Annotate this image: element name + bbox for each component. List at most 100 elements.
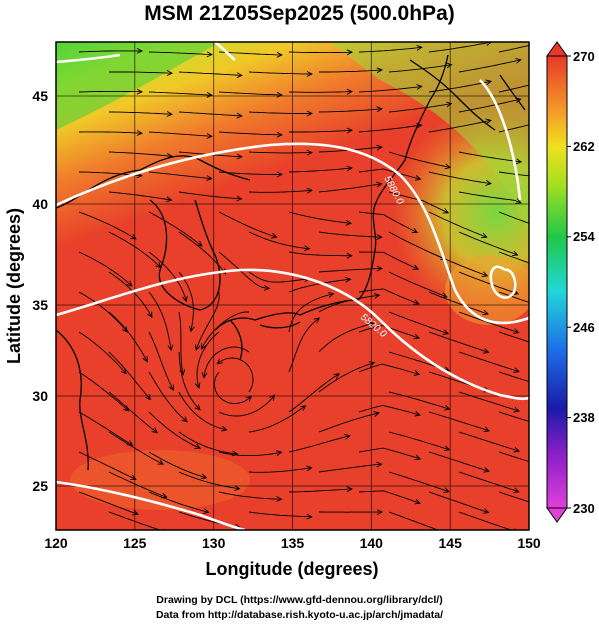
streamline-arrow (346, 165, 353, 172)
streamline-arrow (344, 434, 351, 440)
streamline (108, 151, 172, 157)
streamline (318, 108, 382, 113)
colorbar-tick-label: 254 (573, 229, 595, 244)
streamline-arrow (444, 404, 451, 411)
streamline (178, 271, 194, 332)
y-tick-label: 40 (32, 196, 48, 212)
streamline (78, 291, 128, 333)
streamline-arrow (167, 344, 174, 352)
x-tick-label: 130 (202, 535, 226, 551)
streamline (288, 211, 351, 224)
streamline (458, 511, 513, 530)
streamline-arrow (276, 131, 283, 138)
streamline-arrow (182, 295, 188, 303)
streamline-arrow (151, 427, 158, 434)
streamline (498, 84, 529, 93)
streamline (148, 131, 212, 137)
streamline (319, 69, 383, 73)
streamline (358, 46, 422, 53)
streamline (148, 331, 174, 391)
streamline (458, 431, 520, 452)
streamline-arrow (121, 326, 128, 333)
x-tick-label: 120 (44, 535, 68, 551)
streamline (78, 50, 142, 53)
streamline (148, 211, 203, 247)
streamline (218, 211, 277, 238)
streamline-arrow (587, 195, 592, 200)
streamline (458, 351, 520, 373)
streamline (318, 231, 382, 238)
streamline (428, 491, 489, 514)
streamline-arrow (442, 208, 450, 214)
streamline (498, 451, 529, 463)
streamline (178, 311, 184, 375)
streamline-arrow (513, 487, 520, 494)
streamline (78, 211, 137, 240)
streamline (498, 371, 529, 383)
streamline (358, 124, 422, 133)
streamline-arrow (195, 344, 201, 351)
wind-streamlines (78, 42, 592, 530)
streamline-arrow (206, 133, 213, 139)
streamline (388, 64, 452, 73)
streamline-arrow (263, 285, 271, 291)
streamline (498, 171, 529, 177)
streamline-arrow (346, 252, 353, 259)
streamline (218, 251, 270, 289)
streamline (358, 288, 419, 305)
streamline (213, 371, 252, 404)
streamline-arrow (313, 317, 320, 324)
streamline (218, 131, 282, 136)
streamline (248, 271, 310, 283)
streamline-arrow (373, 292, 381, 299)
streamline-arrow (482, 309, 489, 316)
streamline-arrow (515, 57, 522, 64)
streamline-arrow (481, 232, 488, 239)
streamline (458, 391, 520, 412)
streamline-arrow (583, 248, 589, 253)
streamline-arrow (132, 509, 139, 516)
streamline-arrow (413, 370, 421, 376)
streamline-arrow (271, 232, 278, 239)
streamline-arrow (276, 171, 283, 178)
streamline (248, 231, 310, 250)
streamline-arrow (231, 450, 239, 457)
x-tick-label: 145 (439, 535, 463, 551)
streamline (218, 451, 282, 457)
streamline-arrow (236, 112, 243, 119)
streamline (196, 331, 220, 389)
x-tick-label: 140 (360, 535, 384, 551)
streamline-arrow (513, 406, 520, 413)
streamline (108, 431, 164, 465)
streamline (195, 291, 220, 351)
streamline-arrow (513, 367, 520, 373)
streamline-arrow (165, 196, 173, 203)
streamline-arrow (416, 44, 423, 51)
streamline-arrow (236, 195, 243, 202)
streamline (288, 373, 340, 413)
streamline-arrow (346, 486, 353, 493)
streamline-arrow (414, 498, 421, 505)
streamline (498, 124, 529, 133)
streamline (288, 251, 352, 257)
streamline-arrow (442, 329, 450, 335)
grid-lines (56, 42, 529, 530)
streamline (428, 211, 487, 238)
streamline (288, 317, 320, 373)
streamline-arrow (414, 175, 422, 181)
streamline-arrow (512, 250, 519, 257)
streamline (428, 451, 490, 472)
streamline-arrow (345, 276, 352, 283)
streamline-arrow (444, 163, 452, 170)
streamline-arrow (515, 158, 523, 165)
streamline-arrow (200, 473, 208, 480)
streamline (358, 251, 419, 270)
streamline (203, 346, 250, 378)
colorbar-tick-label: 230 (573, 501, 595, 516)
streamline (288, 435, 350, 453)
streamline (388, 151, 451, 168)
streamline (428, 251, 488, 277)
streamline (148, 491, 209, 513)
streamline-arrow (188, 325, 195, 333)
streamline-arrow (136, 130, 144, 136)
